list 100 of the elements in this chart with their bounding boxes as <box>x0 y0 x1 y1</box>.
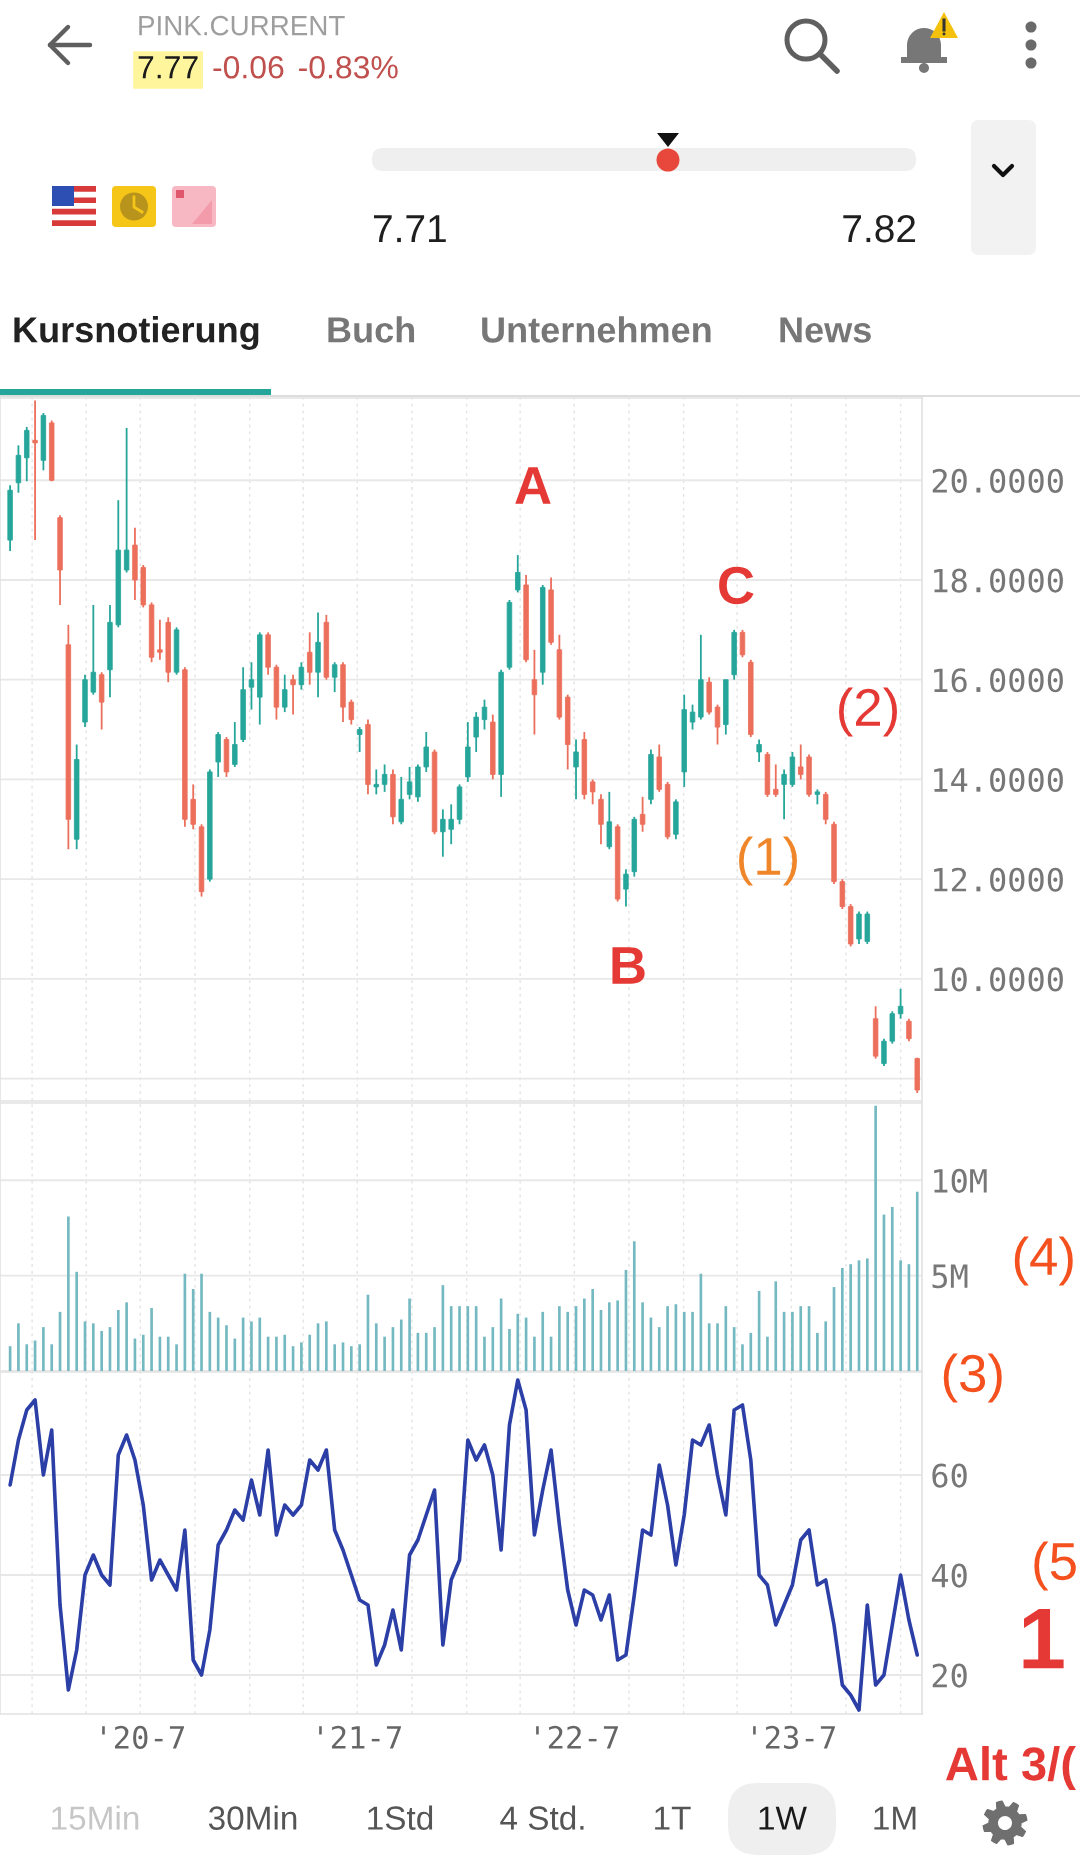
text: News <box>780 317 871 343</box>
candlestick <box>406 766 413 801</box>
x-tick-label: '22-7 <box>536 1725 618 1749</box>
bar <box>258 1317 262 1371</box>
text: Alt 3/( <box>946 1745 1076 1791</box>
bar <box>166 1336 170 1371</box>
text: (4) <box>1014 1236 1073 1286</box>
annotation: B <box>612 947 645 984</box>
bar <box>607 1302 611 1371</box>
bar <box>175 1344 178 1371</box>
bar <box>799 1306 803 1371</box>
candlestick <box>714 703 721 746</box>
text: Buch <box>328 316 415 343</box>
bar <box>408 1298 411 1371</box>
y-tick-label: 10.0000 <box>934 967 1063 992</box>
y-tick-label: 16.0000 <box>934 668 1063 693</box>
candlestick <box>90 604 97 696</box>
y-tick-label: 40 <box>931 1563 967 1588</box>
candlestick <box>781 768 787 821</box>
bar <box>150 1308 153 1371</box>
bar <box>333 1344 337 1371</box>
candlestick <box>573 738 579 801</box>
bar <box>399 1319 403 1371</box>
text: 7.71 <box>373 215 446 243</box>
candlestick <box>290 673 296 716</box>
text: Unternehmen <box>482 316 711 343</box>
text: PINK.CURRENT <box>139 15 345 36</box>
candlestick <box>639 795 646 833</box>
bar <box>824 1321 828 1371</box>
bar <box>25 1344 29 1371</box>
bar <box>300 1342 303 1371</box>
text: 30Min <box>208 1805 297 1830</box>
candlestick <box>897 987 904 1020</box>
bar <box>283 1334 287 1371</box>
candlestick <box>248 661 255 711</box>
bar <box>816 1332 819 1371</box>
bar <box>100 1330 103 1371</box>
y-tick-label: 18.0000 <box>934 568 1063 593</box>
candlestick <box>739 628 746 659</box>
bar <box>200 1273 203 1371</box>
candlestick <box>473 711 479 753</box>
candlestick <box>381 763 388 793</box>
bar <box>225 1325 228 1371</box>
bar <box>682 1311 686 1371</box>
candlestick <box>440 808 446 858</box>
text: 15Min <box>52 1805 139 1830</box>
bar <box>449 1306 453 1371</box>
candlestick <box>881 1037 887 1068</box>
candlestick <box>398 776 404 826</box>
bar <box>424 1332 428 1371</box>
bar <box>458 1306 461 1371</box>
x-tick-label: '23-7 <box>753 1725 835 1749</box>
bar <box>383 1336 386 1371</box>
bar <box>75 1271 79 1371</box>
bar <box>583 1298 586 1371</box>
candlestick <box>331 661 338 694</box>
bar <box>533 1336 536 1371</box>
bar <box>641 1302 644 1371</box>
candlestick <box>589 778 596 806</box>
line-series <box>8 1378 920 1712</box>
bar <box>558 1306 561 1371</box>
bar <box>516 1313 520 1371</box>
bar <box>349 1346 353 1371</box>
text: (5 <box>1034 1541 1076 1591</box>
candlestick <box>481 698 488 731</box>
bar <box>766 1336 769 1371</box>
annotation: (2) <box>839 687 897 737</box>
bar <box>890 1206 894 1371</box>
bar <box>849 1264 852 1371</box>
x-tick-label: '20-7 <box>102 1725 184 1749</box>
bar <box>915 1191 919 1371</box>
text: 1M <box>874 1806 916 1830</box>
candlestick <box>356 726 363 753</box>
bar <box>42 1327 45 1371</box>
y-tick-label: 12.0000 <box>934 867 1063 892</box>
candlestick <box>623 868 629 908</box>
bar <box>666 1306 669 1371</box>
bar <box>657 1327 661 1371</box>
bar <box>308 1334 312 1371</box>
y-tick-label: 20 <box>932 1663 967 1688</box>
candlestick <box>515 554 521 594</box>
bar <box>358 1344 361 1371</box>
text: 1T <box>655 1806 691 1830</box>
bar <box>591 1288 594 1371</box>
candlestick <box>773 763 779 798</box>
bar <box>791 1311 794 1371</box>
bar <box>92 1323 95 1371</box>
bar <box>865 1258 869 1371</box>
text: 1 <box>1023 1609 1064 1669</box>
bar <box>325 1321 328 1371</box>
annotation: A <box>515 467 551 504</box>
bar <box>191 1288 195 1371</box>
candlestick <box>798 743 804 781</box>
bar <box>616 1300 619 1371</box>
bar <box>116 1309 120 1371</box>
bar <box>632 1241 636 1371</box>
y-tick-label: 5M <box>932 1264 968 1289</box>
bar <box>508 1329 511 1371</box>
bar <box>741 1344 744 1371</box>
bar <box>749 1332 753 1371</box>
